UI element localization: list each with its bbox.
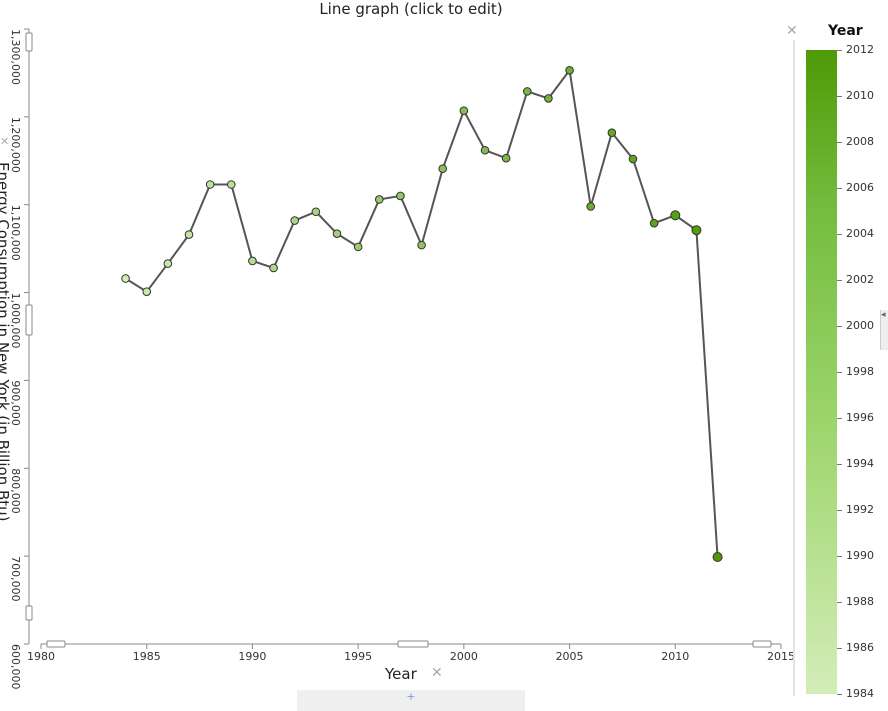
data-point	[226, 180, 236, 189]
legend-tick-label: 2000	[846, 319, 874, 332]
series-polyline	[125, 67, 719, 558]
legend-tick-mark	[837, 280, 842, 281]
legend-tick-label: 2002	[846, 273, 874, 286]
data-point	[438, 164, 448, 173]
legend-tick-mark	[837, 464, 842, 465]
y-axis-label[interactable]: Energy Consumption in New York (in Billi…	[0, 162, 12, 522]
legend-tick-mark	[837, 556, 842, 557]
x-max-handle[interactable]	[752, 640, 772, 648]
legend-tick-mark	[837, 96, 842, 97]
y-tick-label: 1,100,000	[9, 205, 22, 261]
y-tick-label: 900,000	[9, 380, 22, 426]
data-point	[649, 218, 659, 228]
data-point	[290, 216, 300, 225]
x-tick-label: 2005	[556, 650, 584, 663]
y-max-handle[interactable]	[25, 32, 33, 52]
data-point	[163, 259, 173, 268]
x-tick-label: 2015	[767, 650, 795, 663]
data-point	[184, 230, 194, 239]
legend-tick-mark	[837, 602, 842, 603]
legend-tick-label: 1984	[846, 687, 874, 700]
legend-tick-label: 2010	[846, 89, 874, 102]
data-point	[522, 87, 532, 96]
data-point	[417, 240, 426, 250]
x-tick-label: 1990	[238, 650, 266, 663]
legend-tick-label: 1986	[846, 641, 874, 654]
data-point	[628, 154, 638, 164]
data-point	[374, 195, 384, 204]
data-point	[142, 287, 152, 296]
data-point	[459, 106, 469, 116]
legend-tick-mark	[837, 418, 842, 419]
legend-tick-mark	[837, 648, 842, 649]
legend-tick-label: 2006	[846, 181, 874, 194]
legend-tick-mark	[837, 50, 842, 51]
data-point	[607, 128, 617, 137]
legend-close-icon[interactable]: ✕	[786, 23, 798, 39]
legend-tick-mark	[837, 694, 842, 695]
series-line	[125, 67, 719, 558]
data-point	[712, 552, 723, 563]
data-point	[480, 145, 490, 155]
legend-tick-mark	[837, 142, 842, 143]
y-tick-label: 600,000	[9, 644, 22, 690]
chart-title[interactable]: Line graph (click to edit)	[319, 0, 503, 18]
legend-tick-mark	[837, 372, 842, 373]
data-points	[121, 65, 723, 563]
x-axis-label[interactable]: Year	[385, 665, 417, 683]
y-tick-label: 800,000	[9, 468, 22, 514]
y-min-handle[interactable]	[25, 605, 33, 621]
y-tick-label: 700,000	[9, 556, 22, 602]
legend-title: Year	[828, 23, 863, 39]
data-point	[691, 225, 702, 236]
legend-color-bar	[806, 50, 837, 694]
x-pan-handle[interactable]	[397, 640, 429, 648]
axis-handles[interactable]	[25, 32, 772, 648]
x-tick-label: 1995	[344, 650, 372, 663]
legend-divider	[793, 40, 795, 696]
x-min-handle[interactable]	[46, 640, 66, 648]
data-point	[353, 242, 363, 252]
legend-tick-mark	[837, 188, 842, 189]
y-tick-label: 1,000,000	[9, 293, 22, 349]
chart-axes: 1980 1985 1990 1995 2000 2005 2010 2015 600,000 7…	[9, 28, 795, 690]
data-point	[269, 263, 278, 273]
y-tick-label: 1,200,000	[9, 117, 22, 173]
data-point	[670, 210, 681, 221]
x-tick-label: 1980	[27, 650, 55, 663]
legend-tick-label: 1998	[846, 365, 874, 378]
data-point	[396, 191, 405, 201]
data-point	[544, 94, 553, 103]
data-point	[586, 202, 596, 211]
data-point	[565, 65, 574, 75]
legend-tick-label: 1988	[846, 595, 874, 608]
data-point	[248, 256, 257, 266]
data-point	[205, 180, 215, 189]
x-tick-label: 2010	[661, 650, 689, 663]
x-tick-label: 1985	[133, 650, 161, 663]
y-axis-close-icon[interactable]: ✕	[0, 135, 10, 148]
add-series-button[interactable]: +	[297, 690, 525, 711]
x-tick-label: 2000	[450, 650, 478, 663]
legend-tick-label: 1996	[846, 411, 874, 424]
panel-toggle-handle[interactable]: ◂	[880, 310, 888, 350]
legend-tick-label: 2012	[846, 43, 874, 56]
data-point	[501, 153, 511, 163]
data-point	[121, 274, 130, 283]
x-axis-close-icon[interactable]: ✕	[431, 665, 443, 681]
legend-tick-label: 2008	[846, 135, 874, 148]
legend-tick-label: 1994	[846, 457, 874, 470]
legend-tick-mark	[837, 326, 842, 327]
legend-tick-mark	[837, 510, 842, 511]
data-point	[311, 207, 321, 217]
y-tick-label: 1,300,000	[9, 29, 22, 85]
legend-tick-mark	[837, 234, 842, 235]
data-point	[332, 229, 342, 239]
legend-tick-label: 1992	[846, 503, 874, 516]
y-pan-handle[interactable]	[25, 304, 33, 336]
legend-tick-label: 2004	[846, 227, 874, 240]
legend-tick-label: 1990	[846, 549, 874, 562]
